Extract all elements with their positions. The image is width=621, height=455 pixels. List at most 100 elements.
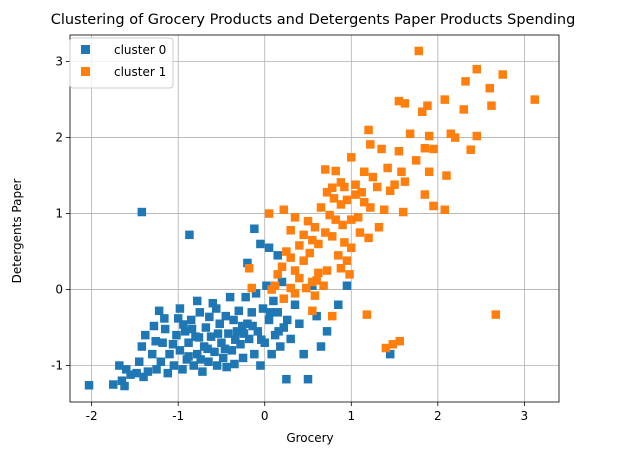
chart-title: Clustering of Grocery Products and Deter… bbox=[51, 12, 576, 28]
data-point bbox=[247, 283, 256, 293]
data-point bbox=[274, 327, 283, 336]
data-point bbox=[351, 190, 360, 199]
series-cluster-1 bbox=[244, 46, 540, 353]
data-point bbox=[342, 195, 352, 205]
data-point bbox=[282, 374, 291, 384]
data-point bbox=[385, 186, 395, 196]
data-point bbox=[244, 264, 254, 273]
data-point bbox=[429, 144, 438, 154]
data-point bbox=[423, 101, 432, 110]
data-point bbox=[137, 207, 147, 217]
y-tick-label: 2 bbox=[55, 131, 63, 145]
data-point bbox=[120, 381, 129, 391]
data-point bbox=[184, 338, 193, 347]
data-point bbox=[351, 180, 360, 189]
data-point bbox=[154, 306, 164, 316]
data-point bbox=[420, 190, 430, 199]
data-point bbox=[360, 167, 369, 177]
data-point bbox=[151, 336, 160, 346]
data-point bbox=[236, 340, 245, 349]
data-point bbox=[290, 289, 300, 298]
data-point bbox=[357, 188, 366, 197]
data-point bbox=[84, 381, 94, 390]
data-point bbox=[316, 342, 326, 351]
y-tick-label: 3 bbox=[55, 55, 63, 69]
data-point bbox=[269, 296, 278, 306]
x-tick-label: 3 bbox=[521, 409, 529, 423]
data-point bbox=[279, 294, 289, 303]
data-point bbox=[184, 352, 193, 361]
series-cluster-0 bbox=[84, 207, 395, 391]
data-point bbox=[295, 319, 304, 328]
data-point bbox=[279, 323, 289, 332]
data-point bbox=[147, 349, 157, 359]
data-point bbox=[305, 248, 314, 258]
data-point bbox=[276, 342, 285, 351]
data-point bbox=[394, 96, 404, 106]
data-point bbox=[379, 205, 389, 215]
data-point bbox=[122, 365, 131, 374]
data-point bbox=[117, 376, 127, 385]
data-point bbox=[168, 340, 178, 349]
data-point bbox=[247, 308, 256, 317]
data-point bbox=[295, 273, 304, 283]
data-point bbox=[139, 372, 148, 382]
data-point bbox=[264, 315, 274, 325]
data-point bbox=[163, 368, 173, 378]
data-point bbox=[347, 153, 356, 162]
data-point bbox=[491, 310, 501, 319]
data-point bbox=[279, 205, 289, 215]
data-point bbox=[256, 239, 265, 249]
data-point bbox=[310, 291, 320, 300]
data-points bbox=[84, 46, 540, 391]
data-point bbox=[179, 320, 188, 329]
data-point bbox=[286, 253, 295, 262]
data-point bbox=[262, 281, 271, 290]
data-point bbox=[319, 281, 328, 290]
data-point bbox=[411, 156, 421, 165]
x-tick-label: 0 bbox=[261, 409, 269, 423]
data-point bbox=[192, 296, 202, 306]
data-point bbox=[156, 357, 166, 366]
data-point bbox=[152, 365, 161, 374]
legend-marker-cluster-1 bbox=[81, 67, 90, 76]
data-point bbox=[397, 167, 406, 177]
data-point bbox=[205, 312, 214, 322]
data-point bbox=[442, 171, 451, 180]
data-point bbox=[364, 233, 373, 243]
data-point bbox=[390, 180, 399, 189]
data-point bbox=[173, 314, 183, 323]
data-point bbox=[234, 306, 244, 316]
data-point bbox=[440, 205, 450, 215]
data-point bbox=[208, 298, 218, 308]
data-point bbox=[418, 107, 427, 116]
data-point bbox=[310, 222, 320, 232]
data-point bbox=[321, 228, 330, 237]
data-point bbox=[243, 319, 252, 328]
data-point bbox=[250, 349, 259, 359]
data-point bbox=[160, 314, 169, 323]
x-axis-title: Grocery bbox=[286, 431, 333, 445]
data-point bbox=[221, 311, 231, 321]
data-point bbox=[498, 70, 507, 79]
data-point bbox=[238, 353, 248, 363]
data-point bbox=[366, 203, 375, 212]
data-point bbox=[126, 370, 135, 379]
data-point bbox=[364, 125, 373, 135]
data-point bbox=[258, 304, 268, 313]
data-point bbox=[178, 365, 187, 374]
data-point bbox=[322, 266, 332, 275]
data-point bbox=[325, 210, 334, 220]
data-point bbox=[366, 140, 375, 149]
data-point bbox=[290, 300, 300, 309]
data-point bbox=[466, 145, 475, 154]
data-point bbox=[273, 270, 282, 279]
plot-area-frame bbox=[69, 34, 560, 403]
data-point bbox=[316, 203, 326, 212]
data-point bbox=[299, 349, 308, 359]
data-point bbox=[331, 215, 340, 224]
data-point bbox=[195, 308, 205, 317]
data-point bbox=[273, 308, 282, 317]
legend-marker-cluster-0 bbox=[81, 45, 90, 54]
